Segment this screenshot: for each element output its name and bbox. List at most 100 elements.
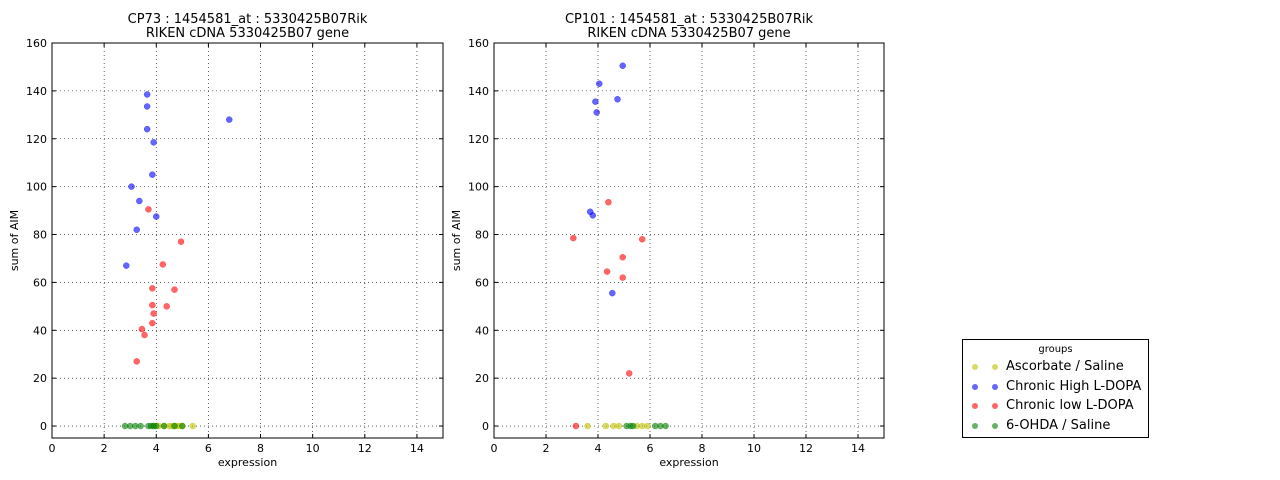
- x-axis-label: expression: [659, 456, 718, 469]
- data-point: [589, 212, 597, 219]
- data-point: [602, 422, 610, 430]
- data-point: [189, 422, 197, 430]
- y-tick-label: 20: [475, 372, 489, 385]
- legend-marker: [970, 357, 1000, 377]
- data-point: [163, 303, 170, 310]
- plot-frame: [51, 42, 444, 439]
- y-tick-label: 0: [40, 420, 47, 433]
- data-point: [629, 422, 637, 430]
- legend: groups Ascorbate / Saline Chronic High L…: [962, 339, 1149, 438]
- data-point: [625, 370, 633, 377]
- x-tick-label: 8: [257, 442, 264, 455]
- x-tick-label: 12: [799, 442, 813, 455]
- chart-title: CP101 : 1454581_at : 5330425B07Rik: [565, 12, 813, 27]
- chart-title: RIKEN cDNA 5330425B07 gene: [587, 26, 790, 41]
- data-point: [179, 422, 186, 430]
- x-tick-label: 0: [491, 442, 498, 455]
- legend-title: groups: [1038, 344, 1073, 355]
- y-tick-label: 100: [468, 181, 489, 194]
- data-point: [141, 331, 148, 339]
- x-tick-label: 14: [410, 442, 424, 455]
- y-tick-label: 40: [475, 324, 489, 337]
- x-tick-label: 4: [595, 442, 602, 455]
- data-point: [226, 116, 233, 123]
- y-axis-label: sum of AIM: [450, 210, 463, 271]
- legend-marker: [970, 396, 1000, 416]
- data-point: [149, 319, 156, 327]
- data-point: [619, 274, 626, 281]
- data-point: [137, 422, 144, 430]
- data-point: [177, 238, 185, 245]
- legend-item: Chronic low L-DOPA: [963, 396, 1148, 416]
- legend-label: Chronic low L-DOPA: [1006, 398, 1134, 413]
- x-tick-label: 0: [49, 442, 56, 455]
- y-tick-label: 160: [468, 37, 489, 50]
- x-tick-label: 2: [101, 442, 108, 455]
- legend-label: Ascorbate / Saline: [1006, 359, 1124, 374]
- data-point: [160, 422, 168, 430]
- y-tick-label: 120: [26, 133, 47, 146]
- data-point: [136, 197, 143, 205]
- x-tick-label: 10: [747, 442, 761, 455]
- legend-marker: [970, 377, 1000, 397]
- data-point: [143, 103, 151, 110]
- data-point: [593, 109, 600, 116]
- chart-title: RIKEN cDNA 5330425B07 gene: [146, 26, 349, 41]
- data-point: [638, 236, 646, 243]
- y-tick-label: 80: [475, 229, 489, 242]
- data-point: [619, 254, 626, 261]
- data-point: [159, 261, 167, 268]
- data-point: [143, 91, 151, 98]
- x-tick-label: 6: [205, 442, 212, 455]
- x-tick-label: 12: [358, 442, 372, 455]
- y-tick-label: 80: [33, 229, 47, 242]
- y-tick-label: 160: [26, 37, 47, 50]
- data-point: [619, 62, 626, 69]
- x-tick-label: 4: [153, 442, 160, 455]
- x-tick-label: 2: [543, 442, 550, 455]
- data-point: [171, 422, 178, 430]
- y-tick-label: 40: [33, 324, 47, 337]
- y-axis-label: sum of AIM: [8, 210, 21, 271]
- data-point: [614, 96, 621, 103]
- data-point: [644, 422, 651, 430]
- data-point: [138, 325, 146, 333]
- data-point: [171, 286, 178, 293]
- data-point: [570, 234, 577, 242]
- data-point: [662, 422, 669, 430]
- data-point: [149, 285, 156, 292]
- data-point: [572, 422, 580, 430]
- data-point: [128, 183, 135, 190]
- data-point: [150, 139, 157, 146]
- x-tick-label: 6: [647, 442, 654, 455]
- x-tick-label: 8: [699, 442, 706, 455]
- y-tick-label: 60: [33, 276, 47, 289]
- y-tick-label: 100: [26, 181, 47, 194]
- data-point: [150, 310, 157, 317]
- legend-item: Ascorbate / Saline: [963, 357, 1148, 377]
- data-point: [133, 358, 140, 365]
- data-point: [615, 422, 623, 430]
- y-tick-label: 140: [468, 85, 489, 98]
- y-tick-label: 60: [475, 276, 489, 289]
- data-point: [143, 125, 151, 133]
- data-point: [592, 98, 599, 105]
- data-point: [596, 80, 603, 87]
- legend-marker: [970, 416, 1000, 436]
- data-point: [145, 206, 152, 213]
- data-point: [149, 301, 156, 309]
- data-point: [123, 262, 130, 269]
- plot-frame: [493, 42, 885, 439]
- legend-label: 6-OHDA / Saline: [1006, 417, 1111, 433]
- data-point: [603, 268, 611, 275]
- legend-item: 6-OHDA / Saline: [963, 416, 1148, 436]
- y-tick-label: 20: [33, 372, 47, 385]
- y-tick-label: 140: [26, 85, 47, 98]
- x-tick-label: 10: [306, 442, 320, 455]
- chart-title: CP73 : 1454581_at : 5330425B07Rik: [128, 12, 368, 27]
- x-tick-label: 14: [851, 442, 865, 455]
- data-point: [149, 171, 156, 178]
